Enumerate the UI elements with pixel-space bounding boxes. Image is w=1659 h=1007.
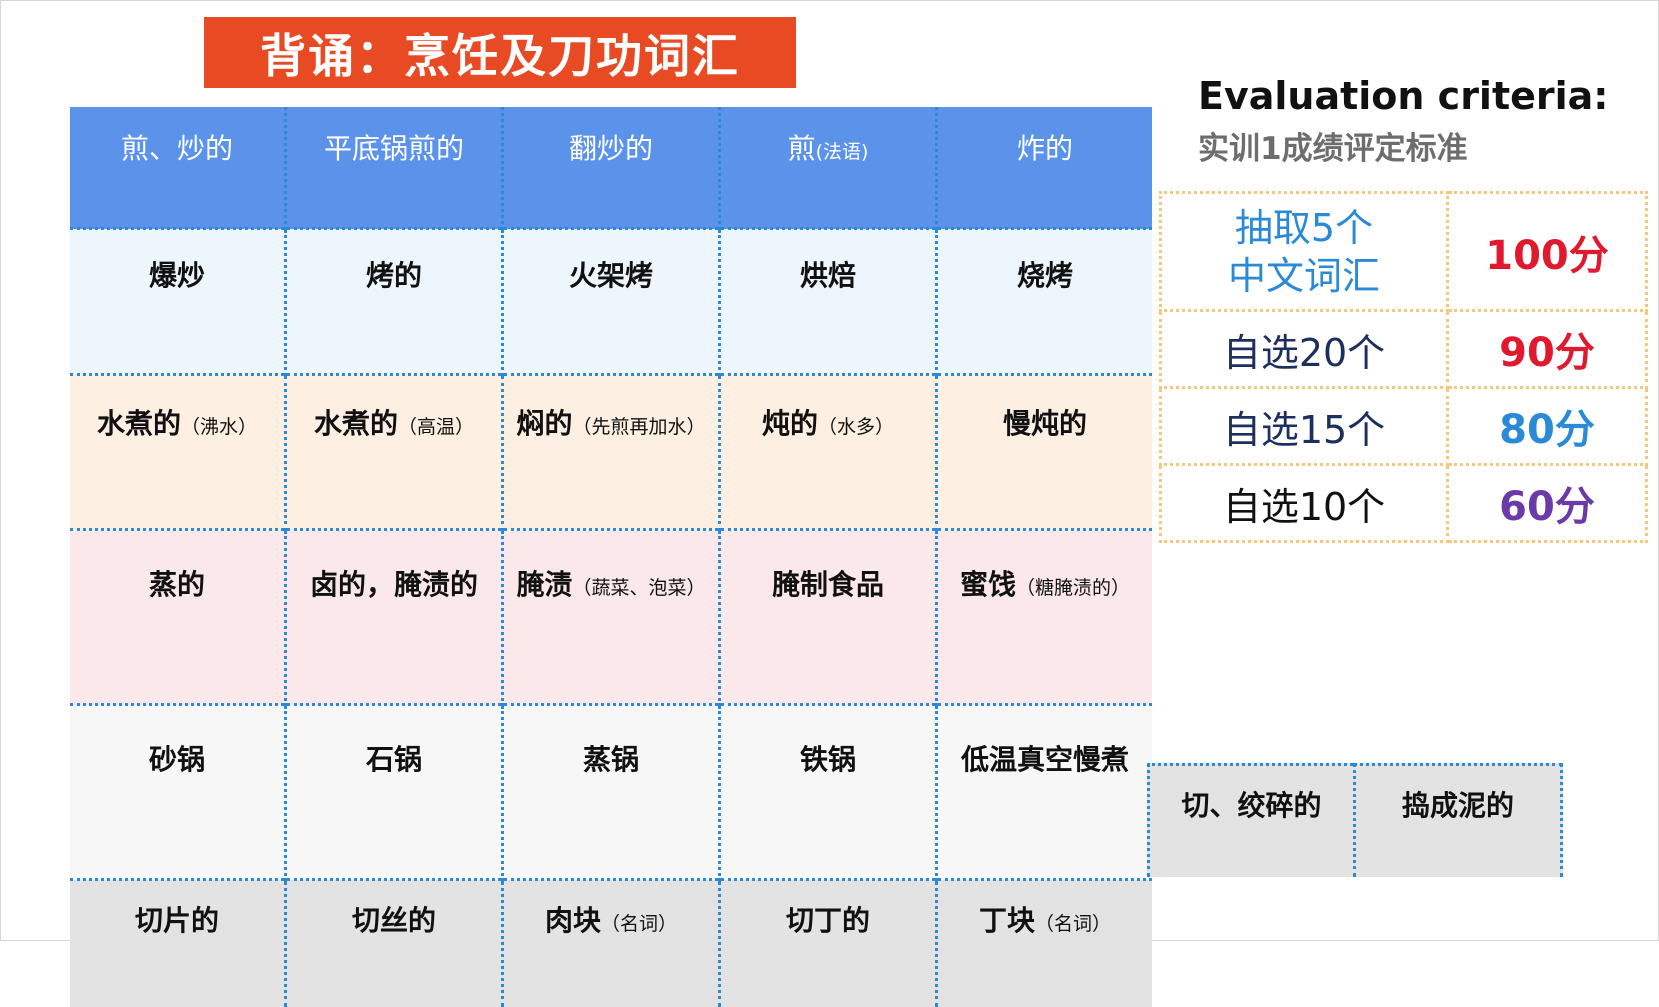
table-row: 切片的 切丝的 肉块（名词） 切丁的 丁块（名词） <box>70 880 1152 1007</box>
slide-title: 背诵：烹饪及刀功词汇 <box>204 17 796 88</box>
criteria-row: 抽取5个 中文词汇 100分 <box>1161 193 1647 311</box>
header-cell: 煎(法语) <box>720 107 937 229</box>
header-cell: 煎、炒的 <box>70 107 286 229</box>
criteria-row: 自选15个 80分 <box>1161 388 1647 465</box>
table-cell: 铁锅 <box>720 705 937 880</box>
table-cell: 切丝的 <box>286 880 503 1007</box>
table-cell: 烘焙 <box>720 229 937 375</box>
table-cell: 腌渍（蔬菜、泡菜） <box>503 530 720 705</box>
criteria-table: 抽取5个 中文词汇 100分 自选20个 90分 自选15个 80分 自选10个… <box>1159 191 1648 543</box>
table-cell: 切丁的 <box>720 880 937 1007</box>
table-cell: 蒸锅 <box>503 705 720 880</box>
table-cell: 爆炒 <box>70 229 286 375</box>
table-cell: 腌制食品 <box>720 530 937 705</box>
table-cell: 卤的，腌渍的 <box>286 530 503 705</box>
table-cell: 炖的（水多） <box>720 375 937 530</box>
score-cell: 80分 <box>1448 388 1647 465</box>
table-cell: 丁块（名词） <box>937 880 1153 1007</box>
table-cell: 水煮的（高温） <box>286 375 503 530</box>
score-cell: 100分 <box>1448 193 1647 311</box>
table-cell: 火架烤 <box>503 229 720 375</box>
table-cell: 切片的 <box>70 880 286 1007</box>
table-cell: 低温真空慢煮 <box>937 705 1153 880</box>
table-cell: 水煮的（沸水） <box>70 375 286 530</box>
criteria-cell: 自选10个 <box>1161 465 1448 542</box>
criteria-cell: 自选15个 <box>1161 388 1448 465</box>
table-row: 砂锅 石锅 蒸锅 铁锅 低温真空慢煮 <box>70 705 1152 880</box>
header-cell: 翻炒的 <box>503 107 720 229</box>
header-cell: 平底锅煎的 <box>286 107 503 229</box>
table-row: 蒸的 卤的，腌渍的 腌渍（蔬菜、泡菜） 腌制食品 蜜饯（糖腌渍的） <box>70 530 1152 705</box>
criteria-cell: 抽取5个 中文词汇 <box>1161 193 1448 311</box>
table-cell: 蜜饯（糖腌渍的） <box>937 530 1153 705</box>
header-cell: 炸的 <box>937 107 1153 229</box>
table-cell: 烧烤 <box>937 229 1153 375</box>
criteria-row: 自选20个 90分 <box>1161 311 1647 388</box>
score-cell: 60分 <box>1448 465 1647 542</box>
table-cell: 慢炖的 <box>937 375 1153 530</box>
table-cell: 烤的 <box>286 229 503 375</box>
criteria-text: 抽取5个 <box>1163 204 1445 252</box>
vocab-table: 煎、炒的 平底锅煎的 翻炒的 煎(法语) 炸的 爆炒 烤的 火架烤 烘焙 烧烤 … <box>70 107 1152 1007</box>
table-cell-extra: 切、绞碎的 <box>1147 763 1353 877</box>
criteria-cell: 自选20个 <box>1161 311 1448 388</box>
table-header-row: 煎、炒的 平底锅煎的 翻炒的 煎(法语) 炸的 <box>70 107 1152 229</box>
criteria-text: 中文词汇 <box>1163 252 1445 300</box>
table-cell: 石锅 <box>286 705 503 880</box>
score-cell: 90分 <box>1448 311 1647 388</box>
table-row: 爆炒 烤的 火架烤 烘焙 烧烤 <box>70 229 1152 375</box>
evaluation-title: Evaluation criteria: <box>1198 74 1609 118</box>
table-cell: 蒸的 <box>70 530 286 705</box>
table-cell-extra: 捣成泥的 <box>1353 763 1563 877</box>
table-cell: 肉块（名词） <box>503 880 720 1007</box>
criteria-row: 自选10个 60分 <box>1161 465 1647 542</box>
evaluation-subtitle: 实训1成绩评定标准 <box>1198 123 1468 168</box>
table-row: 水煮的（沸水） 水煮的（高温） 焖的（先煎再加水） 炖的（水多） 慢炖的 <box>70 375 1152 530</box>
table-cell: 焖的（先煎再加水） <box>503 375 720 530</box>
table-cell: 砂锅 <box>70 705 286 880</box>
